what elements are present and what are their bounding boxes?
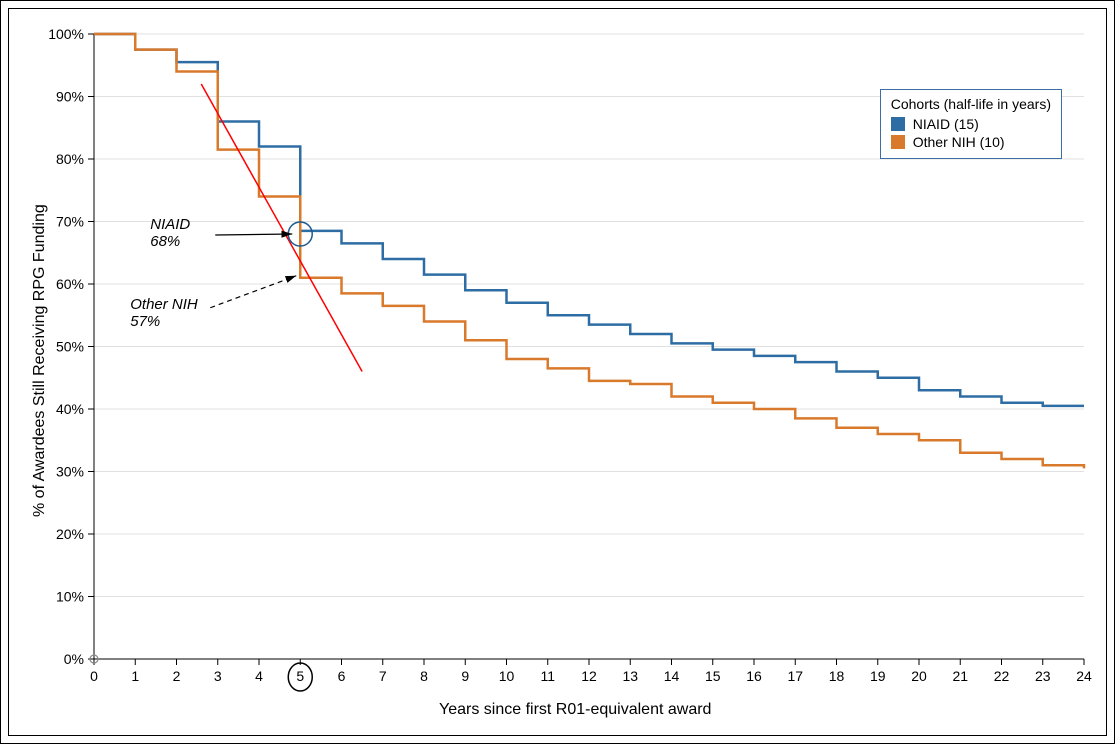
- x-tick-label: 2: [173, 668, 181, 684]
- annotation-niaid-arrow: [215, 234, 292, 235]
- x-tick-label: 0: [90, 668, 98, 684]
- annotation-other-nih: Other NIH 57%: [130, 296, 198, 331]
- x-tick-label: 11: [540, 668, 555, 684]
- chart-frame: % of Awardees Still Receiving RPG Fundin…: [0, 0, 1115, 744]
- x-tick-label: 21: [952, 668, 968, 684]
- legend-label: NIAID (15): [913, 116, 979, 132]
- x-tick-label: 1: [131, 668, 139, 684]
- y-axis-label: % of Awardees Still Receiving RPG Fundin…: [31, 204, 49, 517]
- y-tick-label: 0%: [64, 651, 84, 667]
- y-tick-label: 10%: [56, 589, 84, 605]
- y-tick-label: 50%: [56, 339, 84, 355]
- x-tick-label: 4: [255, 668, 263, 684]
- x-tick-label: 13: [622, 668, 638, 684]
- x-tick-label: 15: [705, 668, 721, 684]
- annotation-niaid-label: NIAID: [150, 216, 190, 233]
- x-tick-label: 14: [664, 668, 680, 684]
- y-tick-label: 70%: [56, 214, 84, 230]
- x-tick-label: 16: [746, 668, 762, 684]
- annotation-niaid: NIAID 68%: [150, 216, 190, 251]
- x-tick-label: 7: [379, 668, 387, 684]
- x-tick-label: 19: [870, 668, 886, 684]
- annotation-other-arrow: [210, 276, 296, 308]
- annotation-other-value: 57%: [130, 313, 160, 330]
- x-tick-label: 6: [338, 668, 346, 684]
- y-tick-label: 100%: [48, 26, 84, 42]
- legend-item: NIAID (15): [891, 116, 1051, 132]
- legend-label: Other NIH (10): [913, 134, 1005, 150]
- annotation-niaid-value: 68%: [150, 233, 180, 250]
- y-tick-label: 90%: [56, 89, 84, 105]
- x-tick-label: 18: [829, 668, 845, 684]
- x-tick-label: 12: [581, 668, 597, 684]
- legend-swatch: [891, 117, 905, 131]
- x-tick-label: 22: [994, 668, 1010, 684]
- x-tick-label: 23: [1035, 668, 1051, 684]
- legend-item: Other NIH (10): [891, 134, 1051, 150]
- x-tick-label: 20: [911, 668, 927, 684]
- legend: Cohorts (half-life in years) NIAID (15) O…: [880, 89, 1062, 159]
- x-tick-label: 9: [461, 668, 469, 684]
- y-tick-label: 40%: [56, 401, 84, 417]
- legend-title: Cohorts (half-life in years): [891, 96, 1051, 112]
- y-tick-label: 30%: [56, 464, 84, 480]
- x-tick-label: 17: [787, 668, 803, 684]
- annotation-other-label: Other NIH: [130, 296, 198, 313]
- x-axis-label: Years since first R01-equivalent award: [439, 701, 711, 719]
- legend-swatch: [891, 135, 905, 149]
- y-tick-label: 80%: [56, 151, 84, 167]
- x-tick-label: 3: [214, 668, 222, 684]
- y-tick-label: 60%: [56, 276, 84, 292]
- x-tick-label: 10: [499, 668, 515, 684]
- y-tick-label: 20%: [56, 526, 84, 542]
- x-tick-label: 8: [420, 668, 428, 684]
- chart-inner: % of Awardees Still Receiving RPG Fundin…: [8, 8, 1107, 736]
- x-tick-label: 5: [296, 668, 304, 684]
- x-tick-label: 24: [1076, 668, 1092, 684]
- trend-line: [201, 84, 362, 372]
